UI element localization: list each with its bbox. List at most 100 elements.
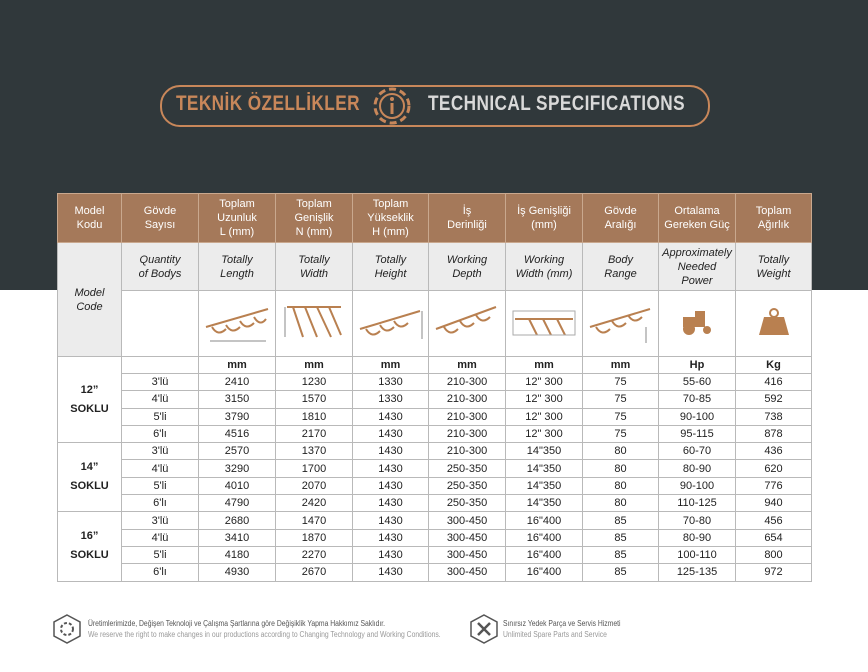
column-header-en: Working Depth <box>428 242 506 291</box>
footer-note: Sınırsız Yedek Parça ve Servis Hizmeti Un… <box>503 618 621 640</box>
unit-cell: Kg <box>735 356 812 374</box>
data-cell: 4790 <box>198 494 276 513</box>
data-cell: 300-450 <box>428 511 506 530</box>
data-cell: 972 <box>735 563 812 582</box>
unit-cell: mm <box>428 356 506 374</box>
data-cell: 3790 <box>198 407 276 426</box>
data-cell: 2570 <box>198 442 276 461</box>
data-cell: 90-100 <box>658 476 736 496</box>
data-cell: 300-450 <box>428 563 506 582</box>
column-header-tr: Gövde Aralığı <box>582 193 659 243</box>
data-cell: 5'li <box>121 545 199 565</box>
data-cell: 456 <box>735 511 812 530</box>
unit-cell: mm <box>198 356 276 374</box>
data-cell: 70-80 <box>658 511 736 530</box>
data-cell: 5'li <box>121 407 199 426</box>
data-cell: 2670 <box>275 563 353 582</box>
data-cell: 1430 <box>352 511 429 530</box>
column-header-en: Totally Width <box>275 242 353 291</box>
data-cell: 2170 <box>275 424 353 444</box>
data-cell: 1370 <box>275 442 353 461</box>
icon-cell <box>735 290 812 357</box>
table-row: 4'lü 3150 1570 1330 210-300 12" 300 75 70-85 592 <box>58 390 812 409</box>
table-row: 4'lü 3290 1700 1430 250-350 14"350 80 80-90 620 <box>58 459 812 478</box>
data-cell: 1430 <box>352 476 429 496</box>
unit-cell <box>121 356 199 374</box>
data-cell: 85 <box>582 528 659 547</box>
data-cell: 2410 <box>198 372 276 392</box>
group-label: 16” SOKLU <box>57 511 122 582</box>
icon-cell <box>428 290 506 357</box>
title-banner <box>160 85 710 127</box>
column-header-tr: Toplam Yükseklik H (mm) <box>352 193 429 243</box>
data-cell: 4'lü <box>121 390 199 409</box>
data-cell: 100-110 <box>658 545 736 565</box>
data-cell: 620 <box>735 459 812 478</box>
data-cell: 4930 <box>198 563 276 582</box>
data-cell: 250-350 <box>428 476 506 496</box>
data-cell: 800 <box>735 545 812 565</box>
data-cell: 12" 300 <box>505 407 583 426</box>
data-cell: 300-450 <box>428 545 506 565</box>
data-cell: 12" 300 <box>505 424 583 444</box>
unit-cell: mm <box>275 356 353 374</box>
data-cell: 2420 <box>275 494 353 513</box>
diagram-icon <box>758 308 789 335</box>
data-cell: 75 <box>582 407 659 426</box>
data-cell: 416 <box>735 372 812 392</box>
data-cell: 1430 <box>352 442 429 461</box>
data-cell: 14"350 <box>505 459 583 478</box>
data-cell: 80-90 <box>658 528 736 547</box>
data-cell: 95-115 <box>658 424 736 444</box>
data-cell: 85 <box>582 511 659 530</box>
unit-cell: mm <box>582 356 659 374</box>
data-cell: 16"400 <box>505 545 583 565</box>
data-cell: 250-350 <box>428 494 506 513</box>
data-cell: 1430 <box>352 459 429 478</box>
data-cell: 1810 <box>275 407 353 426</box>
footer-text-tr: Sınırsız Yedek Parça ve Servis Hizmeti <box>503 619 621 628</box>
data-cell: 3'lü <box>121 511 199 530</box>
table-row: 5'li 3790 1810 1430 210-300 12" 300 75 90-100 73… <box>58 407 812 426</box>
data-cell: 1330 <box>352 372 429 392</box>
data-cell: 1870 <box>275 528 353 547</box>
diagram-icon <box>284 306 342 338</box>
gear-icon <box>373 87 411 125</box>
column-header-en: Totally Height <box>352 242 429 291</box>
diagram-icon <box>589 308 650 343</box>
data-cell: 85 <box>582 563 659 582</box>
data-cell: 4'lü <box>121 528 199 547</box>
data-cell: 80 <box>582 494 659 513</box>
data-cell: 3'lü <box>121 372 199 392</box>
data-cell: 16"400 <box>505 563 583 582</box>
data-cell: 210-300 <box>428 390 506 409</box>
data-cell: 1230 <box>275 372 353 392</box>
data-cell: 3'lü <box>121 442 199 461</box>
data-cell: 85 <box>582 545 659 565</box>
column-header-tr: İş Derinliği <box>428 193 506 243</box>
footer-icon <box>470 614 498 644</box>
data-cell: 3290 <box>198 459 276 478</box>
table-row: 5'li 4180 2270 1430 300-450 16"400 85 100-110 80… <box>58 545 812 565</box>
icon-cell <box>352 290 429 357</box>
data-cell: 12" 300 <box>505 390 583 409</box>
data-cell: 80-90 <box>658 459 736 478</box>
column-header-en: Totally Length <box>198 242 276 291</box>
table-row: 12” SOKLU mm mm mm mm mm mm Hp Kg <box>57 355 812 444</box>
unit-cell: mm <box>505 356 583 374</box>
group-label: 12” SOKLU <box>57 355 122 444</box>
data-cell: 210-300 <box>428 407 506 426</box>
data-cell: 2270 <box>275 545 353 565</box>
data-cell: 1430 <box>352 528 429 547</box>
data-cell: 776 <box>735 476 812 496</box>
icon-cell <box>658 290 736 357</box>
data-cell: 210-300 <box>428 424 506 444</box>
table-row: 14” SOKLU 3'lü 2570 1370 1430 210-300 14"350 80… <box>57 442 812 513</box>
data-cell: 12" 300 <box>505 372 583 392</box>
data-cell: 654 <box>735 528 812 547</box>
data-cell: 878 <box>735 424 812 444</box>
data-cell: 6'lı <box>121 563 199 582</box>
data-cell: 940 <box>735 494 812 513</box>
table-row: 16” SOKLU 3'lü 2680 1470 1430 300-450 16"400 85… <box>57 511 812 582</box>
